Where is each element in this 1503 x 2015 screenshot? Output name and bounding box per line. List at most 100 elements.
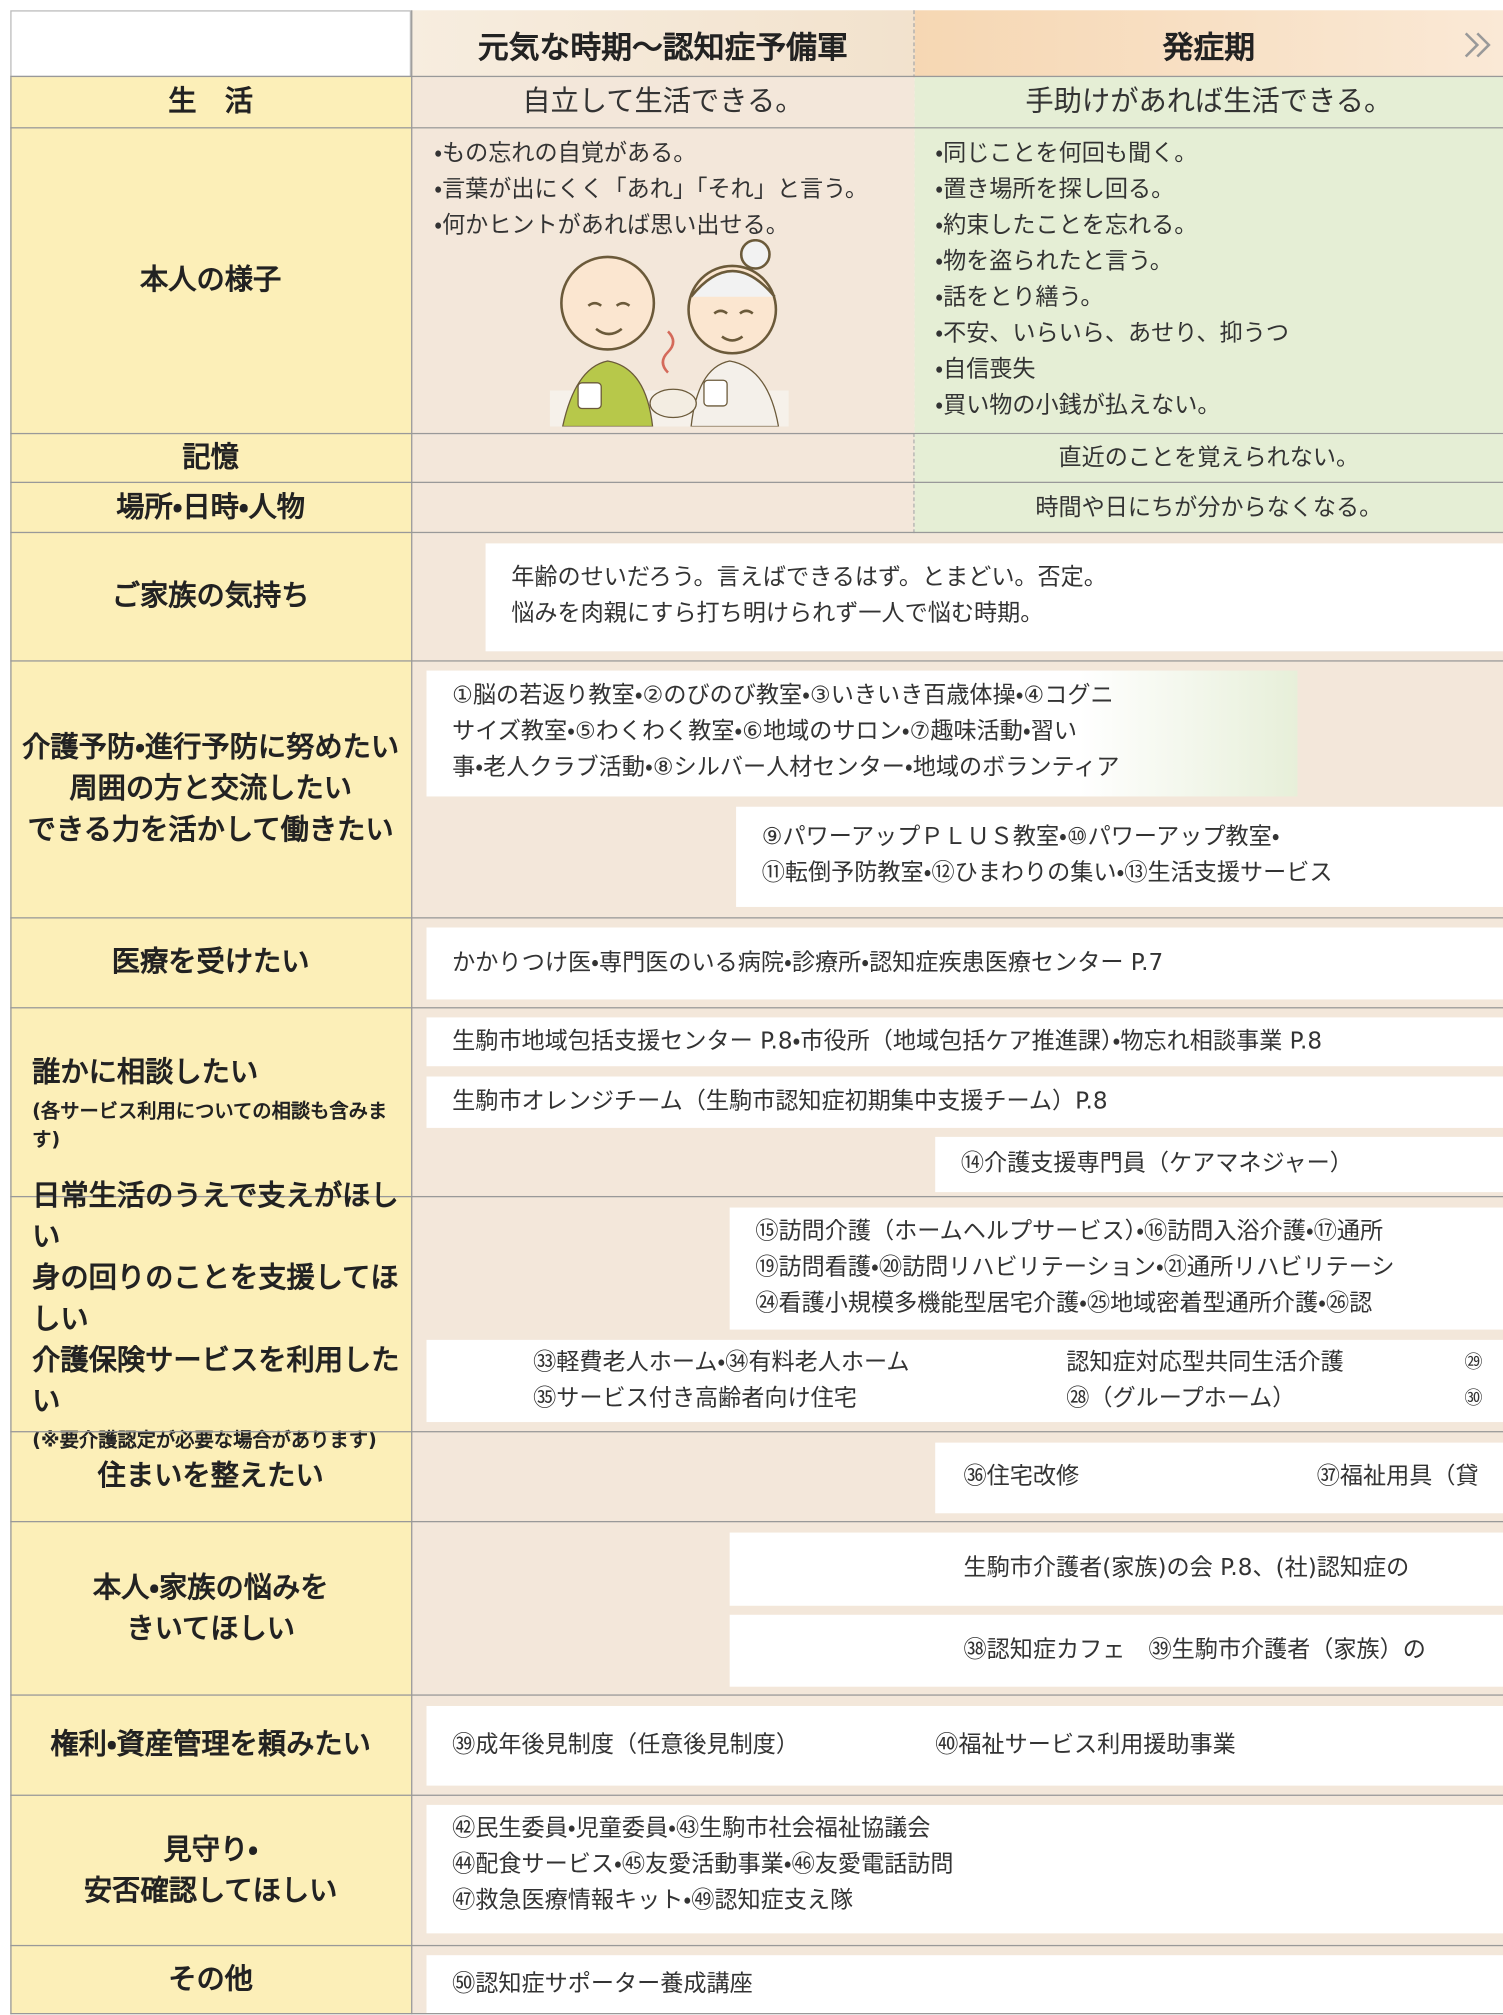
- content-box: ㊱住宅改修 ㊲福祉用具（貸: [935, 1442, 1503, 1514]
- text-group: ⑮訪問介護（ホームヘルプサービス）・⑯訪問入浴介護・⑰通所 ⑲訪問看護・⑳訪問リハ…: [755, 1214, 1394, 1322]
- text-line: ・話をとり繕う。: [935, 283, 1104, 311]
- text-line: ・自信喪失: [935, 355, 1036, 383]
- label-line: 医療を受けたい: [111, 946, 310, 979]
- label-line: 安否確認してほしい: [83, 1874, 338, 1908]
- text-line: 悩みを肉親にすら打ち明けられず一人で悩む時期。: [511, 599, 1044, 627]
- label-line: その他: [168, 1963, 254, 1996]
- content-box: 生駒市地域包括支援センター P.8・市役所（地域包括ケア推進課）・物忘れ相談事業…: [426, 1017, 1503, 1067]
- text-group: ⑨パワーアップＰＬＵＳ教室・⑩パワーアップ教室・ ⑪転倒予防教室・⑫ひまわりの集い…: [762, 820, 1333, 892]
- row-border: [10, 2012, 1503, 2015]
- text-group: ・もの忘れの自覚がある。 ・言葉が出にくく「あれ」「それ」と言う。 ・何かヒントがあ…: [434, 136, 868, 244]
- row-label: その他: [10, 1946, 411, 2014]
- text-line: ㉟サービス付き高齢者向け住宅: [533, 1384, 857, 1412]
- row-border: [10, 660, 1503, 662]
- header-col2: 発症期: [914, 10, 1503, 78]
- text-group: ㊲福祉用具（貸: [1317, 1459, 1479, 1495]
- text-line: ㉚: [1464, 1388, 1483, 1410]
- text-line: 時間や日にちが分からなくなる。: [1035, 493, 1383, 521]
- label-line: 記憶: [182, 441, 239, 475]
- text-group: ㊴成年後見制度（任意後見制度）: [452, 1728, 799, 1764]
- text-line: 直近のことを覚えられない。: [1058, 444, 1360, 472]
- text-group: ⑭介護支援専門員（ケアマネジャー）: [961, 1146, 1353, 1182]
- text-line: ㉙: [1464, 1352, 1483, 1374]
- content-box: ⑭介護支援専門員（ケアマネジャー）: [935, 1136, 1503, 1193]
- text-line: ㊵福祉サービス利用援助事業: [935, 1731, 1236, 1759]
- text-group: 生駒市地域包括支援センター P.8・市役所（地域包括ケア推進課）・物忘れ相談事業…: [452, 1024, 1322, 1060]
- row-label: 本人の様子: [10, 128, 411, 434]
- text-line: ㊳認知症カフェ ㊴生駒市介護者（家族）の: [963, 1636, 1426, 1664]
- row-border: [10, 127, 1503, 129]
- text-group: ㊵福祉サービス利用援助事業: [935, 1728, 1236, 1764]
- text-group: 時間や日にちが分からなくなる。: [915, 483, 1503, 533]
- content-box: ⑮訪問介護（ホームヘルプサービス）・⑯訪問入浴介護・⑰通所 ⑲訪問看護・⑳訪問リハ…: [729, 1207, 1503, 1330]
- left-column: [10, 77, 412, 2015]
- text-line: ⑮訪問介護（ホームヘルプサービス）・⑯訪問入浴介護・⑰通所: [755, 1217, 1384, 1245]
- text-line: ・買い物の小銭が払えない。: [935, 391, 1221, 419]
- text-line: ・物を盗られたと言う。: [935, 247, 1173, 275]
- text-line: ⑪転倒予防教室・⑫ひまわりの集い・⑬生活支援サービス: [761, 859, 1333, 887]
- text-line: 手助けがあれば生活できる。: [1025, 86, 1393, 119]
- text-line: ・置き場所を探し回る。: [935, 175, 1175, 203]
- text-group: ・同じことを何回も聞く。 ・置き場所を探し回る。 ・約束したことを忘れる。 ・物を盗ら…: [935, 136, 1289, 424]
- row-label: 見守り・安否確認してほしい: [10, 1796, 411, 1946]
- text-line: ①脳の若返り教室・②のびのび教室・③いきいき百歳体操・④コグニ: [452, 682, 1114, 710]
- row-border: [10, 75, 1503, 78]
- content-box: ㊿認知症サポーター養成講座: [426, 1955, 1503, 2015]
- row-border: [10, 1431, 1503, 1433]
- label-line: 見守り・: [163, 1833, 258, 1866]
- row-border: [10, 432, 1503, 435]
- text-line: サイズ教室・⑤わくわく教室・⑥地域のサロン・⑦趣味活動・習い: [452, 718, 1077, 746]
- text-group: ㊿認知症サポーター養成講座: [452, 1967, 753, 2003]
- label-line: 権利・資産管理を頼みたい: [50, 1729, 371, 1762]
- text-line: ㊴成年後見制度（任意後見制度）: [452, 1731, 800, 1759]
- text-group: 直近のことを覚えられない。: [915, 434, 1503, 483]
- text-line: 事・老人クラブ活動・⑧シルバー人材センター・地域のボランティア: [452, 754, 1120, 782]
- text-group: 生駒市介護者(家族)の会 P.8、(社)認知症の: [963, 1551, 1409, 1587]
- content-box: ㉝軽費老人ホーム・㉞有料老人ホーム ㉟サービス付き高齢者向け住宅 認知症対応型共同生…: [426, 1339, 1503, 1423]
- content-box: 手助けがあれば生活できる。: [914, 77, 1503, 129]
- text-line: 年齢のせいだろう。言えばできるはず。とまどい。否定。: [511, 563, 1107, 591]
- content-box: ・もの忘れの自覚がある。 ・言葉が出にくく「あれ」「それ」と言う。 ・何かヒントがあ…: [411, 128, 915, 435]
- row-border: [10, 481, 1503, 484]
- text-group: かかりつけ医・専門医のいる病院・診療所・認知症疾患医療センター P.7: [452, 945, 1163, 981]
- text-group: ①脳の若返り教室・②のびのび教室・③いきいき百歳体操・④コグニ サイズ教室・⑤わく…: [452, 678, 1119, 786]
- label-line: ご家族の気持ち: [111, 580, 310, 613]
- label-line: 本人の様子: [140, 264, 282, 297]
- text-line: ・同じことを何回も聞く。: [935, 140, 1198, 168]
- next-arrow: [1464, 32, 1491, 58]
- text-line: かかりつけ医・専門医のいる病院・診療所・認知症疾患医療センター P.7: [452, 949, 1164, 977]
- text-line: 自立して生活できる。: [522, 86, 804, 119]
- content-box: ①脳の若返り教室・②のびのび教室・③いきいき百歳体操・④コグニ サイズ教室・⑤わく…: [426, 670, 1298, 797]
- text-line: ㊼救急医療情報キット・㊾認知症支え隊: [452, 1887, 854, 1915]
- content-box: 時間や日にちが分からなくなる。: [914, 483, 1503, 534]
- text-line: 生駒市地域包括支援センター P.8・市役所（地域包括ケア推進課）・物忘れ相談事業…: [452, 1027, 1323, 1055]
- text-line: 生駒市介護者(家族)の会 P.8、(社)認知症の: [963, 1554, 1410, 1582]
- text-group: ㉝軽費老人ホーム・㉞有料老人ホーム ㉟サービス付き高齢者向け住宅: [533, 1345, 909, 1417]
- text-line: 生駒市オレンジチーム（生駒市認知症初期集中支援チーム）P.8: [452, 1088, 1108, 1116]
- text-line: ・言葉が出にくく「あれ」「それ」と言う。: [434, 175, 869, 203]
- text-group: 認知症対応型共同生活介護 ㉘（グループホーム）: [1066, 1345, 1343, 1417]
- content-box: かかりつけ医・専門医のいる病院・診療所・認知症疾患医療センター P.7: [426, 927, 1503, 1000]
- text-line: 認知症対応型共同生活介護: [1066, 1348, 1344, 1376]
- table-left-border: [10, 77, 12, 2015]
- header-blank: [10, 10, 412, 78]
- text-line: ・不安、いらいら、あせり、抑うつ: [935, 319, 1289, 347]
- row-label: 介護予防・進行予防に努めたい 周囲の方と交流したい できる力を活かして働きたい: [10, 662, 411, 919]
- row-label: 誰かに相談したい (各サービス利用についての相談も含みます): [10, 1008, 411, 1197]
- label-line: 本人・家族の悩みを: [92, 1571, 329, 1604]
- row-label: 日常生活のうえで支えがほしい 身の回りのことを支援してほしい 介護保険サービスを利用…: [10, 1180, 411, 1451]
- text-line: ㊱住宅改修: [963, 1463, 1080, 1491]
- text-line: ・もの忘れの自覚がある。: [434, 140, 697, 168]
- text-group: ㊳認知症カフェ ㊴生駒市介護者（家族）の: [963, 1633, 1425, 1669]
- row-border: [10, 1520, 1503, 1523]
- row-border: [10, 1195, 1503, 1198]
- row-label: ご家族の気持ち: [10, 533, 411, 661]
- content-box: 年齢のせいだろう。言えばできるはず。とまどい。否定。 悩みを肉親にすら打ち明けられ…: [485, 543, 1503, 652]
- row-label: 医療を受けたい: [10, 919, 411, 1009]
- row-label: 住まいを整えたい: [10, 1432, 411, 1522]
- content-box: 自立して生活できる。: [411, 77, 915, 129]
- text-line: ⑲訪問看護・⑳訪問リハビリテーション・㉑通所リハビリテーシ: [755, 1253, 1395, 1281]
- row-border: [10, 531, 1503, 534]
